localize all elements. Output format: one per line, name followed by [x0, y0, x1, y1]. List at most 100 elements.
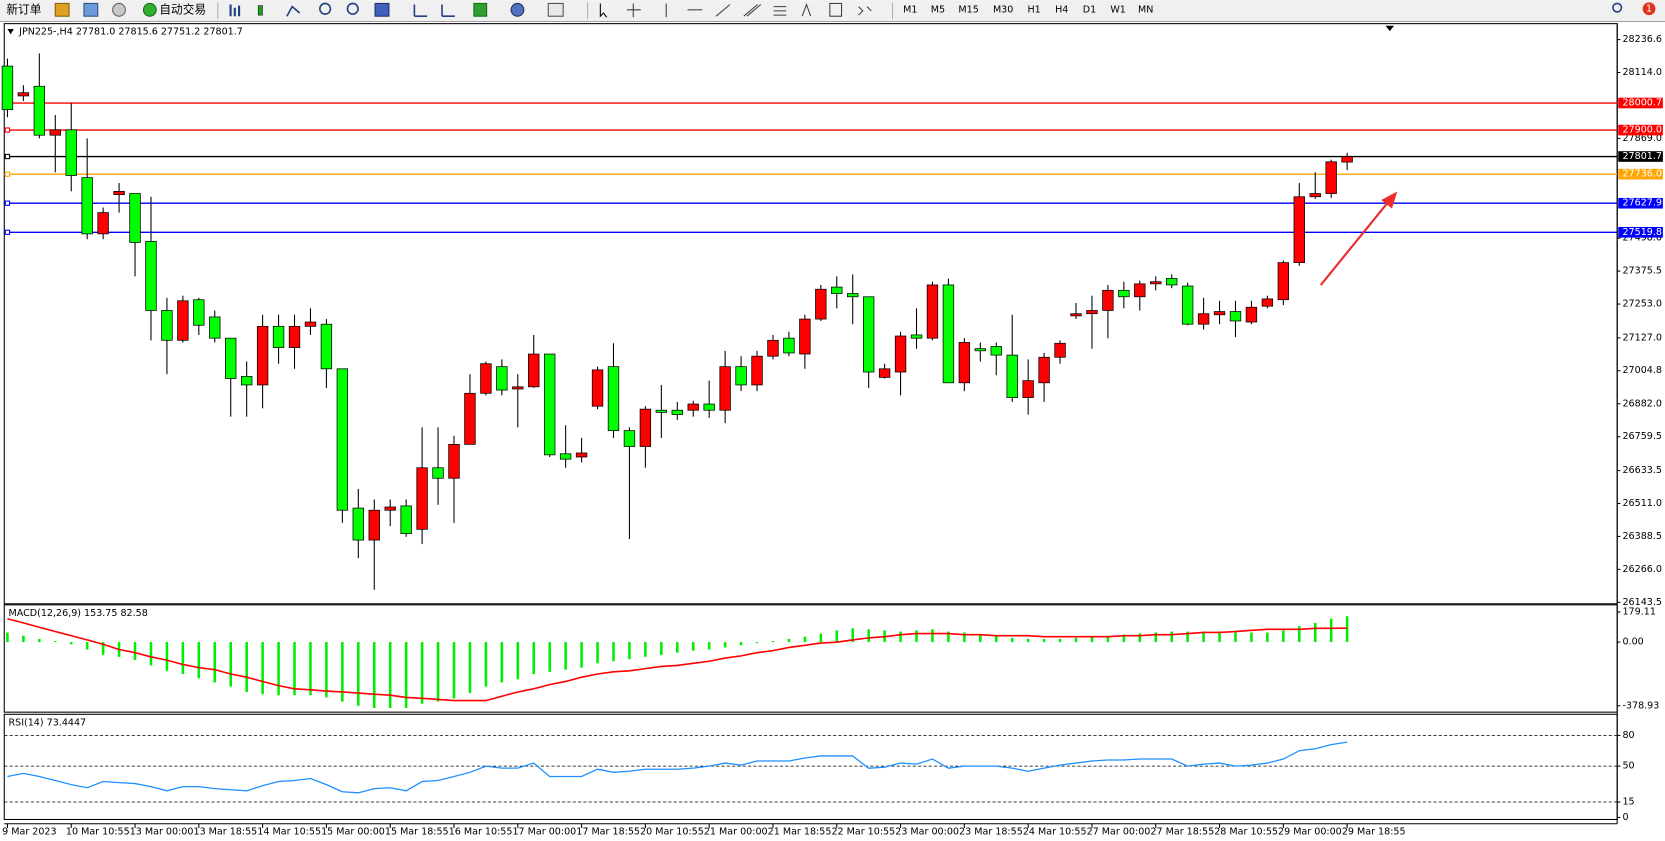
- candle-body: [735, 366, 747, 386]
- x-tick-label: 13 Mar 18:55: [194, 827, 258, 838]
- auto-trading-button[interactable]: 自动交易: [159, 2, 206, 16]
- candle-body: [575, 452, 588, 458]
- y-tick-label: 27127.0: [1622, 332, 1661, 343]
- timeframe-button[interactable]: W1: [1110, 4, 1126, 15]
- auto-trading-icon[interactable]: [142, 2, 157, 17]
- candle-body: [958, 342, 971, 384]
- panel-title: JPN225-,H4 27781.0 27815.6 27751.2 27801…: [18, 27, 243, 38]
- candle-body: [512, 386, 524, 390]
- timeframe-button[interactable]: MN: [1138, 4, 1153, 15]
- arrows-icon[interactable]: [858, 6, 872, 16]
- candle-body: [400, 505, 412, 534]
- templates-icon[interactable]: [547, 2, 564, 17]
- macd-bar: [676, 642, 679, 653]
- timeframe-button[interactable]: D1: [1083, 4, 1096, 15]
- macd-bar: [1234, 632, 1237, 643]
- macd-bar: [388, 642, 392, 708]
- level-label-bg: [1618, 97, 1663, 109]
- fibo-icon[interactable]: [773, 6, 787, 16]
- timeframe-button[interactable]: M15: [958, 4, 978, 15]
- panel-frame: [3, 23, 1618, 605]
- candle-body: [416, 467, 428, 530]
- icon[interactable]: [83, 2, 99, 17]
- candle-body: [1213, 311, 1226, 316]
- x-tick-label: 23 Mar 00:00: [895, 827, 959, 838]
- macd-bar: [54, 641, 57, 643]
- timeframe-button[interactable]: M1: [903, 4, 917, 15]
- candle-body: [480, 363, 492, 394]
- tile-icon[interactable]: [374, 2, 390, 17]
- label-icon[interactable]: [829, 2, 843, 17]
- shift-icon[interactable]: [441, 4, 455, 18]
- candle-body: [639, 408, 652, 447]
- macd-bar: [660, 642, 663, 655]
- timeframe-button[interactable]: M30: [993, 4, 1013, 15]
- candle-body: [288, 325, 301, 348]
- macd-bar: [1026, 638, 1030, 643]
- candle-body: [1293, 196, 1305, 263]
- candle-body: [559, 453, 572, 460]
- indicators-icon[interactable]: [473, 2, 488, 17]
- level-label: 28000.7: [1622, 98, 1661, 109]
- candle-body: [1102, 289, 1114, 311]
- level-handle: [4, 171, 11, 177]
- y-tick-label: 26143.5: [1622, 597, 1661, 608]
- macd-bar: [1010, 637, 1014, 643]
- panel-frame: [3, 604, 1618, 713]
- cursor-icon[interactable]: [599, 3, 608, 18]
- candle-body: [368, 509, 380, 541]
- search-icon[interactable]: [1612, 2, 1623, 13]
- macd-bar: [1266, 632, 1269, 643]
- macd-bar: [309, 642, 312, 696]
- macd-bar: [947, 631, 950, 643]
- macd-bar: [691, 642, 695, 651]
- text-icon[interactable]: [801, 2, 812, 17]
- candle-body: [1277, 262, 1290, 301]
- y-tick-label: 0: [1622, 812, 1628, 823]
- candle-icon[interactable]: [257, 5, 263, 16]
- candle-body: [1150, 281, 1162, 285]
- y-tick-label: 179.11: [1622, 606, 1655, 617]
- crosshair-icon[interactable]: [626, 3, 641, 18]
- candle-body: [544, 353, 556, 456]
- autoscroll-icon[interactable]: [413, 4, 428, 18]
- macd-bar: [516, 642, 520, 680]
- line-chart-icon[interactable]: [286, 5, 301, 17]
- candle-body: [1261, 298, 1274, 307]
- macd-bar: [69, 642, 73, 645]
- zoom-out[interactable]: [346, 2, 359, 15]
- macd-bar: [341, 642, 344, 702]
- macd-bar: [1042, 638, 1046, 643]
- icon[interactable]: [54, 2, 70, 17]
- macd-bar: [564, 642, 567, 670]
- timeframe-button[interactable]: H4: [1055, 4, 1068, 15]
- x-tick-label: 15 Mar 18:55: [385, 827, 449, 838]
- level-label-bg: [1618, 168, 1663, 180]
- channel-icon[interactable]: [743, 4, 762, 17]
- candle-body: [1166, 278, 1178, 286]
- macd-bar: [245, 642, 248, 693]
- x-tick-label: 23 Mar 18:55: [959, 827, 1023, 838]
- candle-body: [129, 193, 141, 243]
- trendline-icon[interactable]: [715, 4, 731, 17]
- candle-body: [1181, 285, 1194, 325]
- macd-bar: [261, 642, 264, 695]
- x-tick-label: 24 Mar 10:55: [1023, 827, 1087, 838]
- new-order-button[interactable]: 新订单: [6, 2, 41, 16]
- candle-body: [623, 430, 636, 447]
- periods-icon[interactable]: [510, 2, 525, 17]
- bar-chart-icon[interactable]: [229, 4, 241, 17]
- x-tick-label: 22 Mar 10:55: [831, 827, 895, 838]
- candle-body: [65, 129, 77, 176]
- notification-badge[interactable]: [1642, 2, 1656, 16]
- icon[interactable]: [112, 2, 126, 17]
- candle-body: [33, 85, 46, 136]
- timeframe-button[interactable]: H1: [1027, 4, 1040, 15]
- candle-body: [974, 348, 986, 352]
- annotation-arrow: [1319, 199, 1391, 286]
- macd-bar: [596, 642, 599, 664]
- timeframe-button[interactable]: M5: [931, 4, 945, 15]
- macd-bar: [85, 642, 89, 650]
- macd-bar: [357, 642, 360, 706]
- zoom-in[interactable]: [319, 2, 332, 15]
